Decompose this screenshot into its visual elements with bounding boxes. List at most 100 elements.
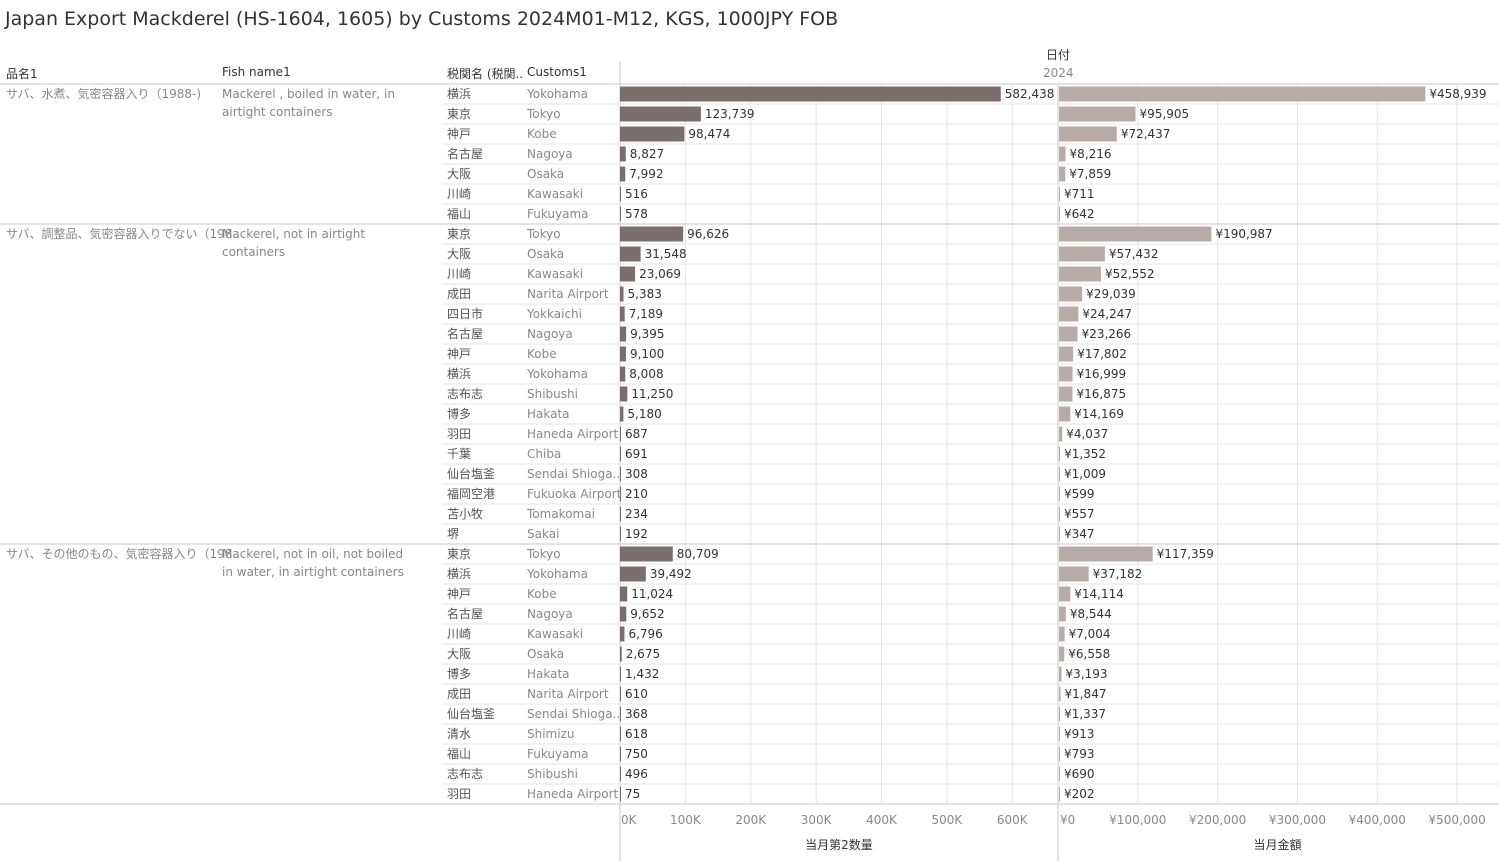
quantity-bar [620,706,621,722]
header-zeikan[interactable]: 税関名 (税関.. [447,67,524,81]
value-data-label: ¥1,847 [1064,687,1106,701]
fish-name-label: Mackerel , boiled in water, in [222,87,395,101]
port-jp-label: 博多 [447,666,471,681]
port-en-label: Kawasaki [527,627,583,641]
value-bar [1059,566,1089,582]
value-data-label: ¥4,037 [1066,427,1108,441]
header-year: 2024 [1043,66,1074,80]
quantity-bar [620,506,621,522]
port-en-label: Narita Airport [527,687,609,701]
value-bar [1059,186,1060,202]
quantity-data-label: 11,024 [631,587,673,601]
value-bar [1059,486,1060,502]
value-data-label: ¥347 [1064,527,1095,541]
port-en-label: Shibushi [527,767,578,781]
quantity-bar [620,386,628,402]
value-tick-label: ¥300,000 [1269,813,1326,827]
port-en-label: Kobe [527,587,557,601]
product-name-label: サバ、その他のもの、気密容器入り（198.. [6,546,240,561]
port-en-label: Fukuyama [527,747,589,761]
quantity-bar [620,766,621,782]
header-hinmei[interactable]: 品名1 [6,67,38,81]
quantity-tick-label: 300K [801,813,833,827]
header-fish-name[interactable]: Fish name1 [222,65,291,79]
port-en-label: Yokohama [526,567,588,581]
value-bar [1059,246,1105,262]
port-en-label: Sendai Shioga.. [527,467,620,481]
port-jp-label: 成田 [447,687,471,701]
quantity-data-label: 11,250 [631,387,673,401]
value-bar [1059,306,1079,322]
value-bar [1059,126,1117,142]
port-en-label: Hakata [527,407,570,421]
port-jp-label: 名古屋 [447,606,483,621]
quantity-data-label: 123,739 [705,107,755,121]
quantity-data-label: 496 [625,767,648,781]
quantity-data-label: 618 [625,727,648,741]
value-bar [1059,746,1060,762]
quantity-tick-label: 500K [931,813,963,827]
value-bar [1059,586,1071,602]
port-en-label: Kawasaki [527,267,583,281]
quantity-tick-label: 200K [735,813,767,827]
port-jp-label: 志布志 [447,387,483,401]
port-jp-label: 東京 [447,547,471,561]
fish-name-label: airtight containers [222,105,333,119]
value-tick-label: ¥0 [1060,813,1075,827]
quantity-data-label: 2,675 [626,647,660,661]
quantity-bar [620,526,621,542]
port-en-label: Tomakomai [526,507,595,521]
value-data-label: ¥8,216 [1070,147,1112,161]
value-bar [1059,386,1073,402]
value-data-label: ¥458,939 [1429,87,1486,101]
port-en-label: Yokohama [526,87,588,101]
port-en-label: Sakai [527,527,559,541]
value-bar [1059,346,1074,362]
quantity-data-label: 9,100 [630,347,664,361]
quantity-axis-title: 当月第2数量 [805,837,873,852]
header-customs[interactable]: Customs1 [527,65,587,79]
port-en-label: Yokohama [526,367,588,381]
quantity-bar [620,726,621,742]
quantity-tick-label: 0K [621,813,638,827]
value-data-label: ¥29,039 [1086,287,1136,301]
quantity-data-label: 210 [625,487,648,501]
quantity-bar [620,446,621,462]
value-axis-title: 当月金額 [1253,837,1301,852]
value-bar [1059,466,1060,482]
port-en-label: Shimizu [527,727,574,741]
quantity-data-label: 750 [625,747,648,761]
quantity-bar [620,666,621,682]
quantity-data-label: 98,474 [688,127,730,141]
quantity-data-label: 96,626 [687,227,729,241]
fish-name-label: in water, in airtight containers [222,565,404,579]
value-bar [1059,86,1426,102]
port-jp-label: 堺 [447,527,459,541]
quantity-bar [620,686,621,702]
value-bar [1059,426,1063,442]
quantity-data-label: 8,827 [630,147,664,161]
port-en-label: Nagoya [527,607,573,621]
value-data-label: ¥913 [1064,727,1095,741]
quantity-bar [620,86,1001,102]
port-jp-label: 横浜 [447,367,471,381]
port-jp-label: 志布志 [447,767,483,781]
value-data-label: ¥37,182 [1093,567,1143,581]
quantity-data-label: 80,709 [677,547,719,561]
value-tick-label: ¥400,000 [1349,813,1406,827]
quantity-bar [620,426,621,442]
header-date[interactable]: 日付 [1046,48,1071,62]
value-bar [1059,606,1066,622]
port-en-label: Yokkaichi [526,307,582,321]
quantity-data-label: 192 [625,527,648,541]
quantity-bar [620,626,625,642]
value-bar [1059,506,1060,522]
port-en-label: Tokyo [526,547,561,561]
value-bar [1059,366,1073,382]
quantity-data-label: 39,492 [650,567,692,581]
value-data-label: ¥52,552 [1105,267,1155,281]
value-bar [1059,786,1060,802]
port-jp-label: 神戸 [447,127,471,141]
value-data-label: ¥6,558 [1068,647,1110,661]
quantity-bar [620,606,627,622]
